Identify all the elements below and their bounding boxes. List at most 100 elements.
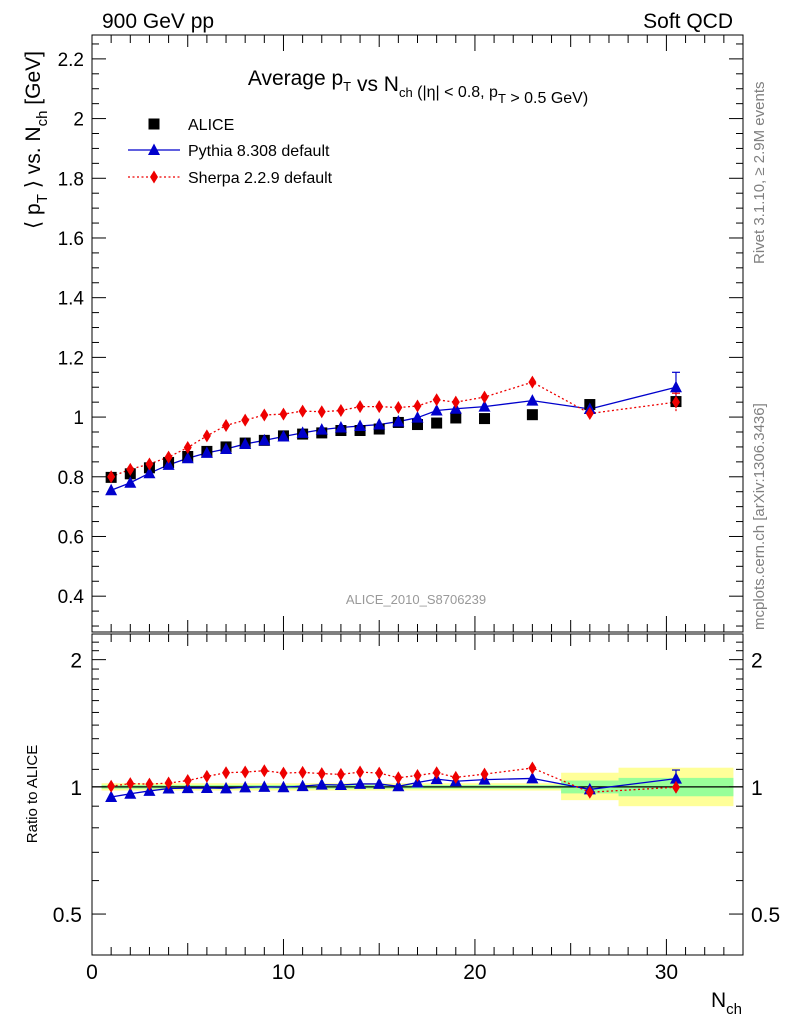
ratio-point-sherpa (671, 780, 680, 794)
rivet-version-label: Rivet 3.1.10, ≥ 2.9M events (751, 82, 768, 265)
ratio-point-pythia (373, 777, 386, 789)
ratio-panel: 0.5 0.5 1 1 2 2 0 10 20 30 Ratio to ALICE Nch (24, 633, 780, 1018)
point-pythia (526, 394, 539, 406)
ratio-point-sherpa (413, 768, 422, 782)
ratio-panel-ticks (91, 633, 744, 956)
ratio-point-pythia (334, 778, 347, 791)
point-sherpa (528, 375, 537, 389)
ratio-point-sherpa (394, 771, 403, 785)
point-sherpa (202, 429, 211, 443)
ratio-point-sherpa (451, 770, 460, 784)
ratio-y-tick-label-right: 2 (751, 650, 763, 673)
point-sherpa (279, 407, 288, 421)
ratio-point-pythia (669, 772, 682, 784)
point-sherpa (183, 441, 192, 455)
ratio-point-sherpa (375, 766, 384, 780)
ratio-y-axis-label: Ratio to ALICE (24, 745, 41, 843)
point-sherpa (451, 395, 460, 409)
ratio-y-tick-label: 1 (70, 777, 82, 800)
point-pythia (162, 458, 175, 470)
y-tick-label: 1.2 (58, 348, 84, 369)
ratio-point-sherpa (202, 769, 211, 783)
legend-entry: ALICE (188, 117, 234, 134)
ratio-point-pythia (200, 781, 213, 793)
chart-title: Average pT vs Nch (|η| < 0.8, pT > 0.5 G… (248, 67, 588, 107)
ratio-point-pythia (392, 779, 405, 792)
point-sherpa (126, 462, 135, 476)
legend-entry: Sherpa 2.2.9 default (188, 170, 333, 187)
alice-data-point (526, 409, 538, 421)
point-pythia (277, 429, 290, 442)
main-panel: 0.4 0.6 0.8 1 1.2 1.4 1.6 1.8 2 2.2 Average pT vs… (22, 34, 744, 633)
ratio-point-sherpa (164, 776, 173, 790)
alice-data-point (450, 412, 462, 424)
x-axis-label: Nch (711, 989, 742, 1018)
main-panel-y-tick-labels: 0.4 0.6 0.8 1 1.2 1.4 1.6 1.8 2 2.2 (58, 50, 85, 608)
ratio-point-pythia (124, 787, 137, 799)
x-tick-label: 30 (655, 961, 678, 984)
point-pythia (220, 442, 233, 455)
alice-data-point (431, 417, 443, 429)
point-sherpa (585, 406, 594, 420)
point-sherpa (356, 400, 365, 414)
ratio-point-sherpa (317, 767, 326, 781)
point-sherpa (241, 413, 250, 427)
y-tick-label: 2 (73, 110, 84, 131)
point-sherpa (336, 404, 345, 418)
legend: ALICE Pythia 8.308 default Sherpa 2.2.9 de… (128, 117, 333, 187)
y-tick-label: 0.8 (58, 468, 84, 489)
point-sherpa (394, 401, 403, 415)
ratio-point-sherpa (222, 766, 231, 780)
point-pythia (354, 419, 367, 432)
point-sherpa (298, 404, 307, 418)
ratio-y-tick-label-right: 1 (751, 777, 763, 800)
point-sherpa (413, 399, 422, 413)
point-sherpa (317, 405, 326, 419)
y-tick-label: 1.8 (58, 169, 84, 190)
x-tick-label: 20 (463, 961, 486, 984)
ratio-point-sherpa (260, 764, 269, 778)
ratio-point-pythia (296, 779, 309, 792)
ratio-point-sherpa (126, 777, 135, 791)
point-sherpa (107, 470, 116, 484)
mcplots-label: mcplots.cern.ch [arXiv:1306.3436] (751, 403, 768, 630)
ratio-point-pythia (315, 778, 328, 790)
header-right-label: Soft QCD (643, 10, 733, 33)
y-tick-label: 0.6 (58, 527, 84, 548)
legend-entry: Pythia 8.308 default (188, 143, 330, 160)
legend-marker (150, 170, 158, 184)
ratio-y-tick-label: 2 (70, 650, 82, 673)
ratio-point-pythia (258, 780, 271, 792)
point-sherpa (375, 400, 384, 414)
ratio-y-tick-labels: 0.5 0.5 1 1 2 2 (53, 650, 780, 927)
point-sherpa (260, 408, 269, 422)
point-pythia (200, 446, 213, 458)
point-pythia (258, 433, 271, 446)
ratio-point-sherpa (356, 765, 365, 779)
series-line-sherpa (110, 381, 677, 478)
ratio-point-sherpa (336, 767, 345, 781)
x-tick-label: 0 (86, 961, 98, 984)
ratio-point-sherpa (432, 766, 441, 780)
ratio-point-sherpa (480, 767, 489, 781)
ratio-point-pythia (277, 780, 290, 793)
point-sherpa (432, 393, 441, 407)
ratio-y-tick-label-right: 0.5 (751, 904, 780, 927)
ratio-point-sherpa (279, 766, 288, 780)
point-pythia (334, 421, 347, 433)
point-pythia (669, 380, 682, 393)
y-tick-label: 1.6 (58, 229, 84, 250)
point-pythia (315, 423, 328, 435)
main-panel-series (105, 371, 682, 496)
ratio-point-pythia (220, 781, 233, 794)
main-panel-ticks (91, 35, 744, 632)
y-tick-label: 1.4 (58, 289, 85, 310)
ratio-point-pythia (354, 777, 367, 789)
ratio-point-pythia (105, 790, 118, 803)
ratio-point-sherpa (585, 785, 594, 799)
ratio-point-pythia (181, 781, 194, 794)
ratio-panel-series (105, 761, 682, 803)
point-pythia (124, 476, 137, 488)
y-tick-label: 0.4 (58, 587, 85, 608)
